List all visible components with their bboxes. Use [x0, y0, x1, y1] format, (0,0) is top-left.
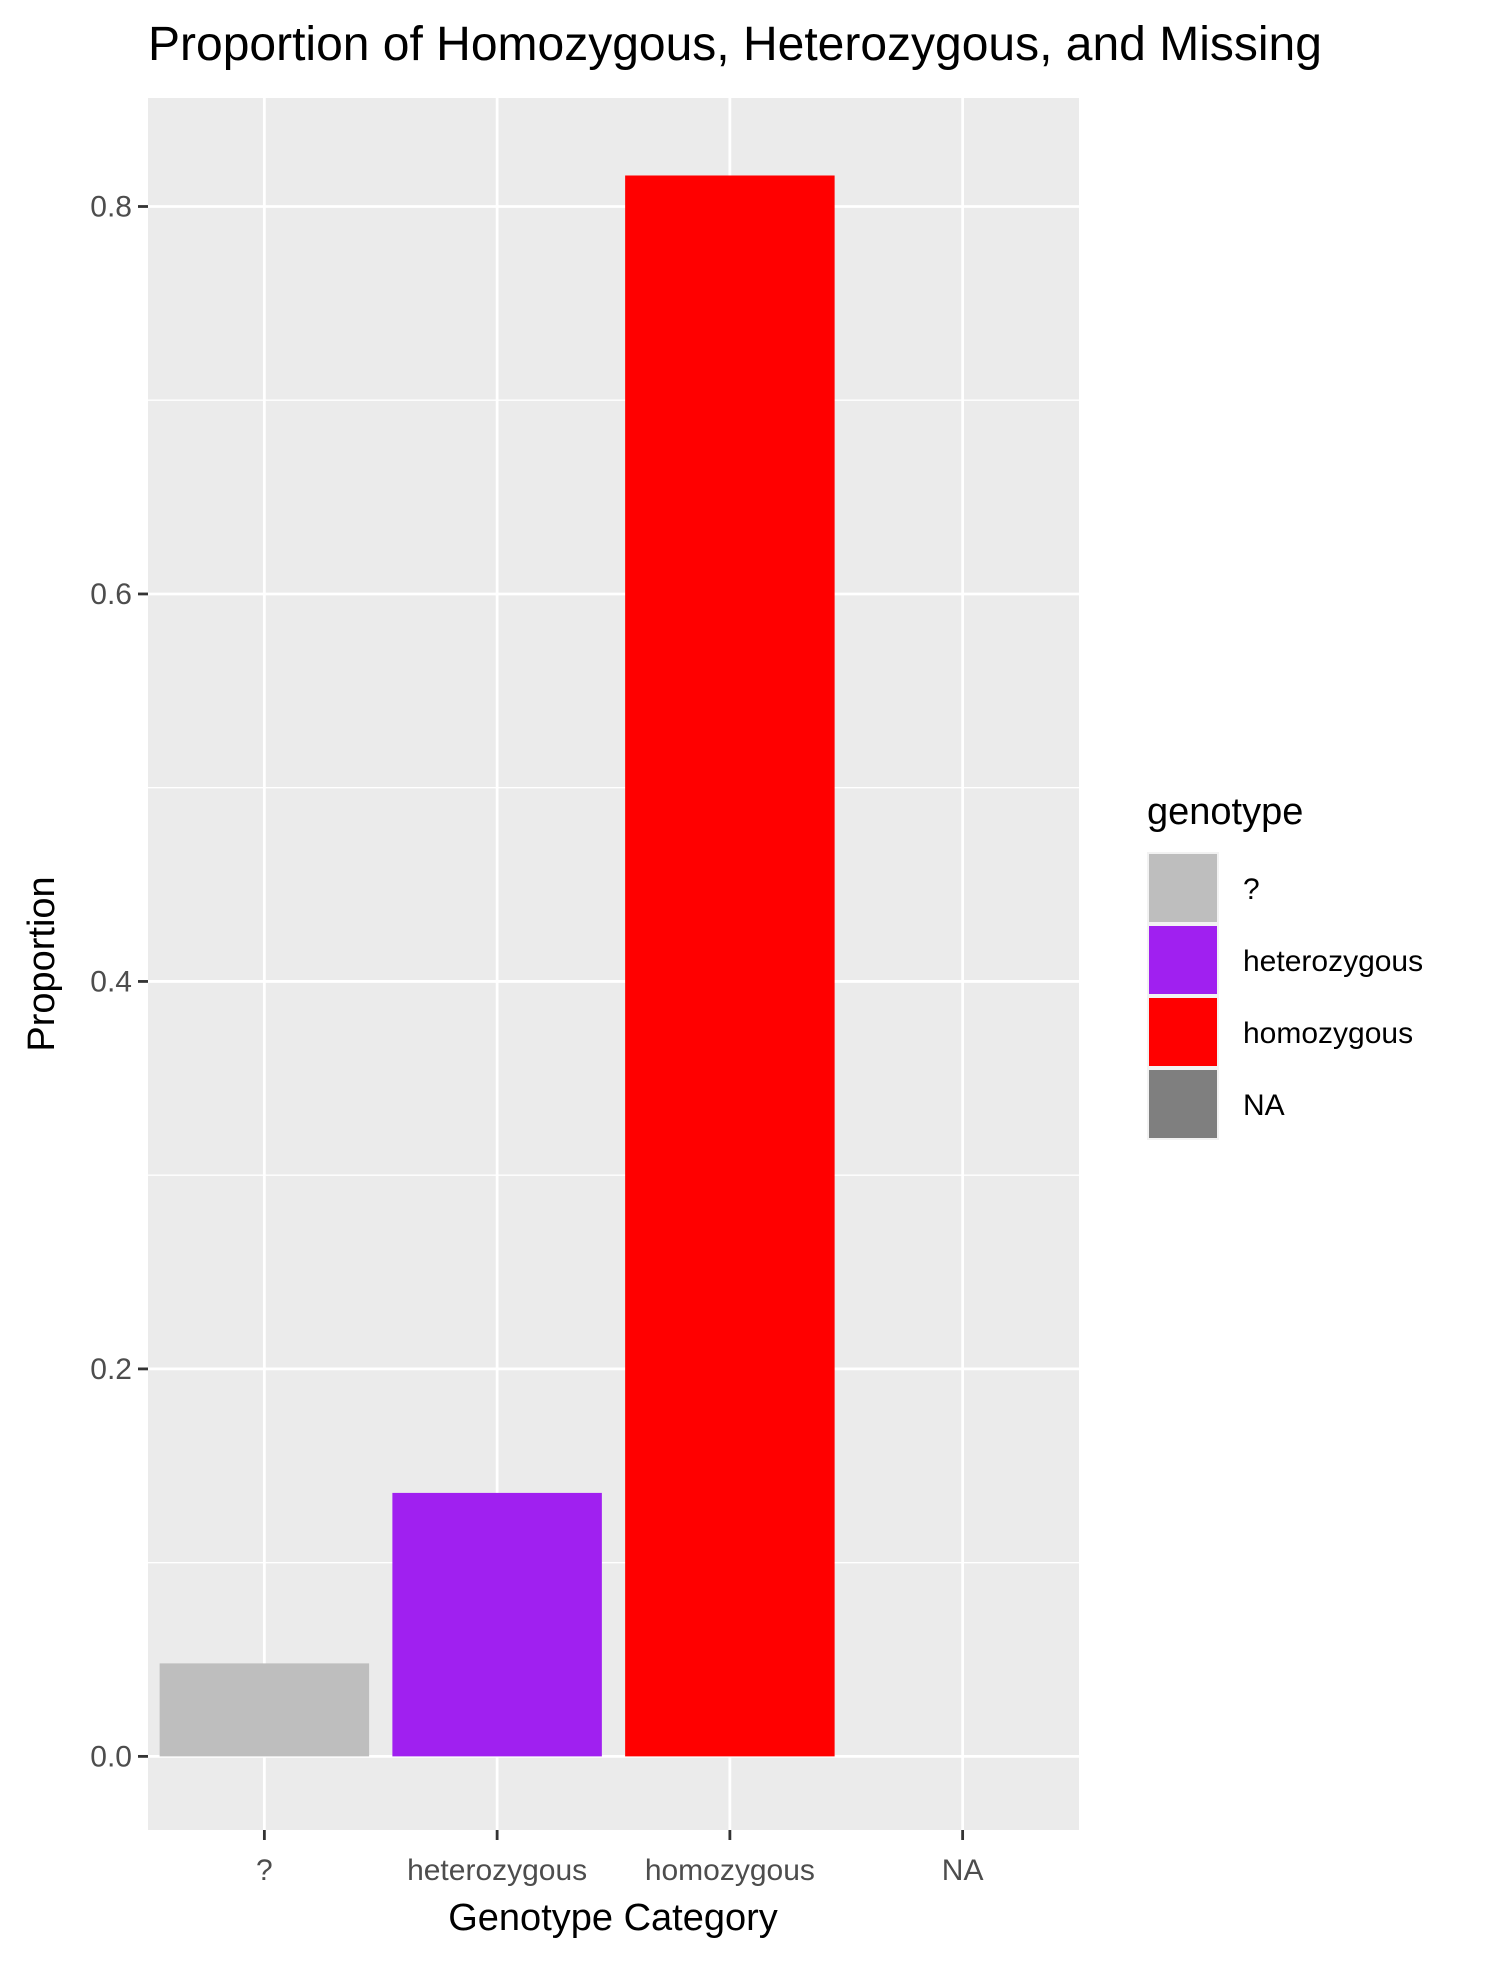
bar-0 — [159, 1663, 370, 1757]
y-tick-label: 0.8 — [90, 190, 132, 223]
bars — [159, 175, 835, 1757]
bar-1 — [392, 1492, 602, 1757]
minor-gridlines — [148, 399, 1079, 1564]
legend-label: heterozygous — [1243, 945, 1423, 978]
x-axis-title: Genotype Category — [448, 1897, 778, 1939]
plot-panel — [148, 98, 1079, 1830]
x-tick-label: NA — [942, 1854, 984, 1887]
x-axis: ? heterozygous homozygous NA — [256, 1830, 983, 1887]
legend-swatch — [1149, 998, 1217, 1066]
y-tick-label: 0.0 — [90, 1740, 132, 1773]
y-axis-title: Proportion — [21, 876, 63, 1051]
y-tick-label: 0.6 — [90, 578, 132, 611]
bar-2 — [625, 175, 835, 1757]
y-tick-label: 0.4 — [90, 965, 132, 998]
legend-swatch — [1149, 926, 1217, 994]
x-tick-label: heterozygous — [407, 1854, 587, 1887]
y-tick-label: 0.2 — [90, 1353, 132, 1386]
legend-label: NA — [1243, 1089, 1285, 1122]
legend: genotype ? heterozygous homozygous NA — [1147, 791, 1423, 1140]
x-tick-label: homozygous — [645, 1854, 815, 1887]
legend-swatch — [1149, 1070, 1217, 1138]
legend-label: homozygous — [1243, 1017, 1413, 1050]
chart-title: Proportion of Homozygous, Heterozygous, … — [148, 18, 1322, 71]
legend-swatch — [1149, 854, 1217, 922]
legend-label: ? — [1243, 873, 1260, 906]
y-axis: 0.0 0.2 0.4 0.6 0.8 — [90, 190, 148, 1773]
legend-title: genotype — [1147, 791, 1303, 833]
x-tick-label: ? — [256, 1854, 273, 1887]
legend-entries: ? heterozygous homozygous NA — [1147, 852, 1423, 1140]
